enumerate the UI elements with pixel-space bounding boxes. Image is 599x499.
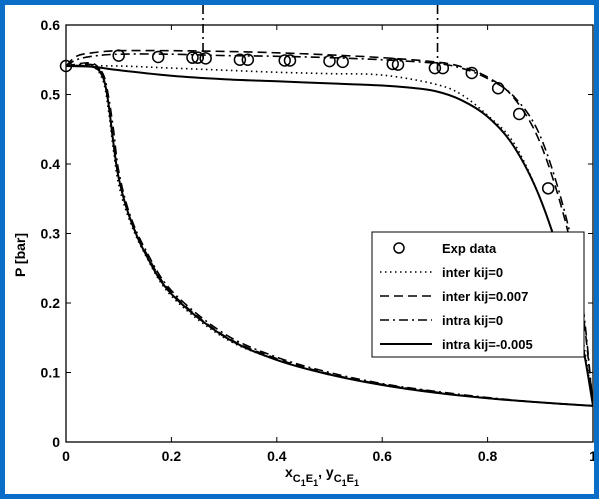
- y-tick-label: 0.6: [41, 17, 61, 33]
- exp-data-point: [436, 61, 450, 75]
- y-tick-label: 0.4: [41, 156, 61, 172]
- exp-data-point: [59, 59, 73, 73]
- exp-data-point: [233, 53, 247, 66]
- exp-data-points: [59, 49, 555, 195]
- x-tick-label: 0.6: [372, 448, 392, 464]
- legend-label: Exp data: [442, 241, 497, 256]
- exp-data-point: [323, 54, 336, 68]
- exp-data-point: [241, 53, 255, 66]
- exp-data-point: [283, 54, 297, 67]
- exp-data-point: [428, 61, 442, 75]
- x-tick-label: 0.4: [267, 448, 287, 464]
- exp-data-point: [512, 107, 526, 121]
- exp-data-point: [465, 66, 479, 80]
- chart-frame: P [bar] xC1E1, yC1E1 0 0.2 0.4 0.6 0.8 1 0 0.1 0…: [5, 5, 594, 494]
- y-tick-label: 0.5: [41, 87, 61, 103]
- x-tick-label: 1: [589, 448, 594, 464]
- x-axis-label: xC1E1, yC1E1: [285, 464, 359, 488]
- x-tick-label: 0.8: [478, 448, 498, 464]
- series-2: [66, 53, 593, 407]
- legend-label: intra kij=0: [442, 313, 503, 328]
- y-tick-label: 0.2: [41, 295, 61, 311]
- exp-data-point: [151, 50, 165, 64]
- x-tick-label: 0.2: [162, 448, 182, 464]
- exp-data-point: [186, 51, 199, 64]
- y-axis-label: P [bar]: [12, 233, 28, 277]
- exp-data-point: [191, 51, 204, 64]
- series-line-dew: [66, 63, 593, 407]
- y-tick-label: 0: [52, 434, 60, 450]
- exp-data-point: [278, 54, 291, 67]
- exp-data-point: [386, 57, 399, 71]
- series-line-bubble: [66, 53, 593, 406]
- legend-marker: [393, 242, 405, 254]
- x-tick-label: 0: [62, 448, 70, 464]
- y-tick-label: 0.3: [41, 226, 61, 242]
- exp-data-point: [112, 49, 125, 62]
- exp-data-point: [199, 52, 212, 65]
- legend-box: [371, 231, 585, 358]
- legend-label: inter kij=0: [442, 265, 503, 280]
- legend-label: intra kij=-0.005: [442, 337, 533, 352]
- exp-data-point: [391, 58, 405, 71]
- exp-data-point: [336, 55, 349, 69]
- series-line-dew: [66, 64, 593, 407]
- series-line-bubble: [66, 49, 593, 406]
- legend: Exp data inter kij=0 inter kij=0.007 intra …: [371, 231, 585, 358]
- vle-chart: P [bar] xC1E1, yC1E1 0 0.2 0.4 0.6 0.8 1 0 0.1 0…: [12, 5, 594, 488]
- exp-data-point: [541, 182, 555, 195]
- legend-label: inter kij=0.007: [442, 289, 528, 304]
- exp-data-point: [491, 81, 505, 95]
- y-tick-label: 0.1: [41, 365, 61, 381]
